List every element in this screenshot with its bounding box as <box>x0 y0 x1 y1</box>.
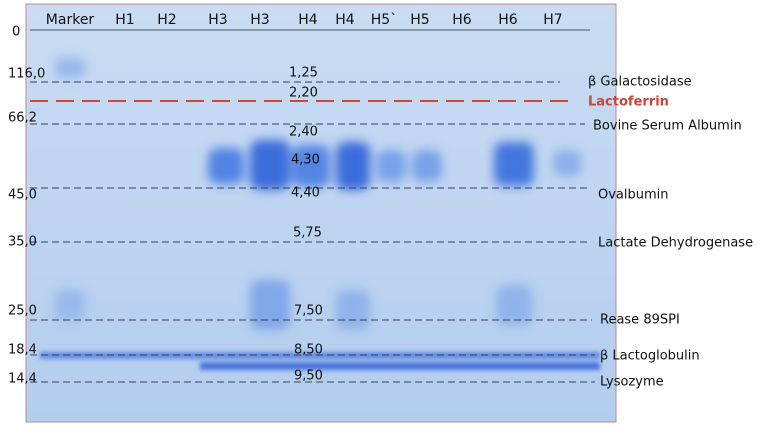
lane-annotation: 2,40 <box>289 125 318 140</box>
protein-label: Lactate Dehydrogenase <box>598 236 753 251</box>
marker-weight: 18,4 <box>8 343 37 358</box>
gel <box>26 4 616 422</box>
lane-label: H4 <box>298 12 318 28</box>
lane-label: H7 <box>543 12 562 28</box>
protein-label: Rease 89SPI <box>600 313 680 328</box>
protein-label: β Lactoglobulin <box>600 349 700 364</box>
marker-weight: 0 <box>12 25 20 40</box>
page: {"lanes": ["Marker", "H1", "H2", "H3", "… <box>0 0 782 428</box>
marker-weight: 14,4 <box>8 372 37 387</box>
lane-label: H6 <box>498 12 518 28</box>
lane-label: Marker <box>46 12 95 28</box>
protein-label: Lactoferrin <box>588 95 669 110</box>
gel-figure: Marker H1 H2 H3 H3 H4 H4 H5` H5 H6 H6 H7… <box>0 0 782 428</box>
marker-weight: 25,0 <box>8 304 37 319</box>
lane-annotation: 5,75 <box>293 226 322 241</box>
lane-annotation: 1,25 <box>289 66 318 81</box>
lane-annotation: 4,30 <box>291 153 320 168</box>
protein-label: β Galactosidase <box>588 75 692 90</box>
lane-annotation: 7,50 <box>294 304 323 319</box>
lane-label: H5 <box>410 12 429 28</box>
marker-weight: 45,0 <box>8 188 37 203</box>
lane-label: H5` <box>371 12 397 28</box>
protein-label: Lysozyme <box>600 375 664 390</box>
lane-annotation: 9,50 <box>294 369 323 384</box>
lane-annotation: 2,20 <box>289 86 318 101</box>
lane-label: H3 <box>250 12 269 28</box>
lane-label: H4 <box>335 12 355 28</box>
marker-weight: 66,2 <box>8 111 37 126</box>
lane-annotation: 4,40 <box>291 186 320 201</box>
lane-label: H6 <box>452 12 472 28</box>
marker-weight: 116,0 <box>8 67 45 82</box>
lane-label: H3 <box>208 12 227 28</box>
lane-annotation: 8,50 <box>294 343 323 358</box>
protein-label: Ovalbumin <box>598 188 669 203</box>
protein-label: Bovine Serum Albumin <box>593 119 742 134</box>
lane-label: H2 <box>157 12 176 28</box>
lane-label: H1 <box>115 12 134 28</box>
marker-weight: 35,0 <box>8 235 37 250</box>
